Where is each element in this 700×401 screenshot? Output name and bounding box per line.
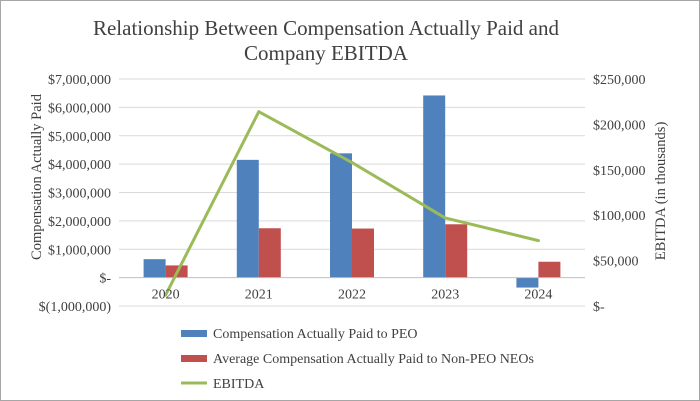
point-ebitda-2020 (164, 293, 168, 297)
bar-peo-2020 (143, 259, 166, 278)
x-tick-label: 2024 (524, 288, 552, 303)
bar-marks (143, 95, 561, 288)
x-tick-label: 2021 (245, 288, 273, 303)
legend: Compensation Actually Paid to PEO Averag… (181, 327, 534, 392)
legend-swatch-neo (181, 355, 207, 362)
left-tick-label: $- (99, 272, 111, 287)
right-tick-label: $150,000 (593, 164, 646, 179)
left-tick-label: $1,000,000 (48, 243, 111, 258)
chart-title-line-1: Relationship Between Compensation Actual… (93, 16, 560, 40)
point-ebitda-2024 (536, 239, 540, 243)
left-tick-label: $(1,000,000) (39, 300, 112, 315)
bar-peo-2021 (236, 159, 259, 278)
left-tick-label: $2,000,000 (48, 215, 111, 230)
left-tick-label: $3,000,000 (48, 187, 111, 202)
chart-title-line-2: Company EBITDA (244, 41, 409, 65)
left-tick-label: $6,000,000 (48, 101, 111, 116)
x-tick-label: 2023 (431, 288, 459, 303)
bar-neo-2023 (445, 224, 468, 278)
right-axis-title: EBITDA (in thousands) (653, 122, 669, 261)
bar-peo-2023 (423, 95, 446, 278)
left-axis-title: Compensation Actually Paid (29, 93, 45, 260)
bar-neo-2022 (352, 228, 374, 278)
right-tick-label: $250,000 (593, 73, 646, 88)
left-axis-tick-labels: $7,000,000 $6,000,000 $5,000,000 $4,000,000… (39, 73, 112, 315)
x-axis-tick-labels: 2020 2021 2022 2023 2024 (152, 288, 553, 303)
legend-label-neo: Average Compensation Actually Paid to No… (213, 352, 534, 367)
point-ebitda-2023 (443, 216, 447, 220)
x-tick-label: 2022 (338, 288, 366, 303)
left-tick-label: $7,000,000 (48, 73, 111, 88)
bar-neo-2024 (538, 261, 561, 278)
right-tick-label: $- (593, 300, 605, 315)
point-ebitda-2022 (350, 161, 354, 165)
legend-swatch-peo (181, 330, 207, 337)
line-marks (164, 110, 540, 297)
x-tick-label: 2020 (152, 288, 180, 303)
right-tick-label: $200,000 (593, 118, 646, 133)
legend-label-peo: Compensation Actually Paid to PEO (213, 327, 418, 342)
left-tick-label: $4,000,000 (48, 158, 111, 173)
left-tick-label: $5,000,000 (48, 130, 111, 145)
right-axis-tick-labels: $250,000 $200,000 $150,000 $100,000 $50,000 $… (593, 73, 646, 315)
bar-peo-2022 (330, 153, 352, 278)
bar-peo-2024 (516, 277, 539, 288)
legend-label-ebitda: EBITDA (213, 377, 265, 392)
right-tick-label: $100,000 (593, 209, 646, 224)
point-ebitda-2021 (257, 110, 261, 114)
right-tick-label: $50,000 (593, 255, 639, 270)
bar-neo-2021 (258, 228, 281, 278)
